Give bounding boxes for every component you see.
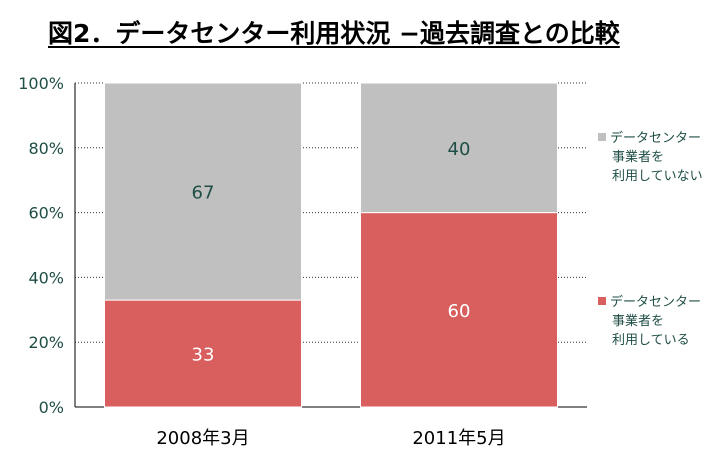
y-tick-label: 40% xyxy=(28,268,64,287)
bar-segment xyxy=(104,82,302,301)
data-label: 60 xyxy=(448,301,471,322)
legend-label-line-2: 事業者を xyxy=(612,314,665,329)
legend-label-line-1: データセンター xyxy=(610,295,702,310)
x-tick-label: 2008年3月 xyxy=(156,428,249,449)
legend-item-using: データセンター 事業者を 利用している xyxy=(598,293,701,350)
y-tick-label: 60% xyxy=(28,204,64,223)
chart-title: 図2．データセンター利用状況 −過去調査との比較 xyxy=(48,19,620,48)
y-tick-label: 100% xyxy=(18,74,64,93)
legend-swatch-not-using xyxy=(598,133,606,141)
bar-segment xyxy=(360,212,558,408)
bar-segment xyxy=(104,299,302,408)
legend-swatch-using xyxy=(598,297,606,305)
data-label: 33 xyxy=(192,345,215,366)
data-label: 40 xyxy=(448,139,471,160)
data-label: 67 xyxy=(192,183,215,204)
legend-label-line-3: 利用していない xyxy=(612,169,703,184)
legend-label-line-2: 事業者を xyxy=(612,150,665,165)
y-tick-label: 20% xyxy=(28,333,64,352)
y-tick-label: 80% xyxy=(28,139,64,158)
legend-label-line-1: データセンター xyxy=(610,131,702,146)
legend-item-not-using: データセンター 事業者を 利用していない xyxy=(598,129,703,186)
bar-segment xyxy=(360,82,558,214)
y-tick-label: 0% xyxy=(39,398,64,417)
x-tick-label: 2011年5月 xyxy=(412,428,505,449)
legend-label-line-3: 利用している xyxy=(612,333,690,348)
